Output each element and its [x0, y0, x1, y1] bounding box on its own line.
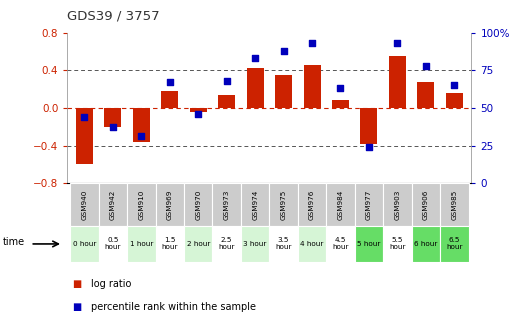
Text: 6 hour: 6 hour — [414, 241, 438, 247]
Text: GSM969: GSM969 — [167, 190, 173, 220]
Text: percentile rank within the sample: percentile rank within the sample — [91, 302, 256, 312]
Bar — [212, 183, 241, 226]
Text: GSM910: GSM910 — [138, 190, 145, 220]
Point — [393, 41, 401, 46]
Bar — [304, 65, 321, 108]
Text: GDS39 / 3757: GDS39 / 3757 — [67, 10, 160, 23]
Bar — [355, 226, 383, 262]
Point — [166, 80, 174, 85]
Point — [450, 83, 458, 88]
Text: 4 hour: 4 hour — [300, 241, 324, 247]
Bar — [133, 108, 150, 142]
Text: 6.5
hour: 6.5 hour — [446, 237, 463, 250]
Bar — [269, 226, 298, 262]
Bar — [412, 183, 440, 226]
Text: GSM973: GSM973 — [224, 190, 229, 220]
Text: 1 hour: 1 hour — [130, 241, 153, 247]
Bar — [212, 226, 241, 262]
Text: ■: ■ — [73, 302, 82, 312]
Text: 5.5
hour: 5.5 hour — [389, 237, 406, 250]
Text: GSM984: GSM984 — [338, 190, 343, 220]
Text: 2.5
hour: 2.5 hour — [219, 237, 235, 250]
Text: time: time — [3, 237, 25, 247]
Point — [109, 125, 117, 130]
Point — [137, 134, 146, 139]
Bar — [383, 183, 412, 226]
Bar — [412, 226, 440, 262]
Bar — [355, 183, 383, 226]
Text: 0 hour: 0 hour — [73, 241, 96, 247]
Bar — [332, 100, 349, 108]
Bar — [127, 226, 155, 262]
Point — [308, 41, 316, 46]
Text: ■: ■ — [73, 280, 82, 289]
Bar — [298, 226, 326, 262]
Bar — [218, 95, 235, 108]
Text: 1.5
hour: 1.5 hour — [162, 237, 178, 250]
Bar — [383, 226, 412, 262]
Bar — [418, 81, 435, 108]
Point — [251, 56, 260, 61]
Text: log ratio: log ratio — [91, 280, 131, 289]
Text: GSM975: GSM975 — [281, 190, 286, 220]
Bar — [440, 183, 469, 226]
Text: GSM942: GSM942 — [110, 190, 116, 220]
Text: GSM940: GSM940 — [81, 190, 88, 220]
Bar — [127, 183, 155, 226]
Text: 0.5
hour: 0.5 hour — [105, 237, 121, 250]
Bar — [241, 183, 269, 226]
Text: 5 hour: 5 hour — [357, 241, 381, 247]
Point — [80, 114, 89, 120]
Bar — [446, 93, 463, 108]
Text: 3.5
hour: 3.5 hour — [276, 237, 292, 250]
Point — [194, 111, 203, 116]
Bar — [190, 108, 207, 112]
Point — [336, 86, 344, 91]
Text: GSM977: GSM977 — [366, 190, 372, 220]
Text: GSM976: GSM976 — [309, 190, 315, 220]
Bar — [275, 75, 292, 108]
Bar — [326, 183, 355, 226]
Text: GSM970: GSM970 — [195, 190, 201, 220]
Bar — [70, 226, 98, 262]
Bar — [326, 226, 355, 262]
Bar — [247, 68, 264, 108]
Point — [279, 48, 287, 53]
Text: GSM985: GSM985 — [451, 190, 457, 220]
Bar — [155, 226, 184, 262]
Bar — [440, 226, 469, 262]
Bar — [298, 183, 326, 226]
Text: 4.5
hour: 4.5 hour — [332, 237, 349, 250]
Text: 3 hour: 3 hour — [243, 241, 267, 247]
Text: 2 hour: 2 hour — [186, 241, 210, 247]
Bar — [98, 226, 127, 262]
Point — [422, 63, 430, 68]
Bar — [155, 183, 184, 226]
Bar — [184, 183, 212, 226]
Text: GSM974: GSM974 — [252, 190, 258, 220]
Bar — [76, 108, 93, 164]
Bar — [184, 226, 212, 262]
Bar — [161, 91, 178, 108]
Bar — [70, 183, 98, 226]
Bar — [98, 183, 127, 226]
Point — [365, 145, 373, 150]
Bar — [269, 183, 298, 226]
Bar — [361, 108, 378, 144]
Bar — [241, 226, 269, 262]
Bar — [104, 108, 121, 127]
Point — [223, 78, 231, 83]
Text: GSM903: GSM903 — [394, 190, 400, 220]
Bar — [389, 56, 406, 108]
Text: GSM906: GSM906 — [423, 190, 429, 220]
